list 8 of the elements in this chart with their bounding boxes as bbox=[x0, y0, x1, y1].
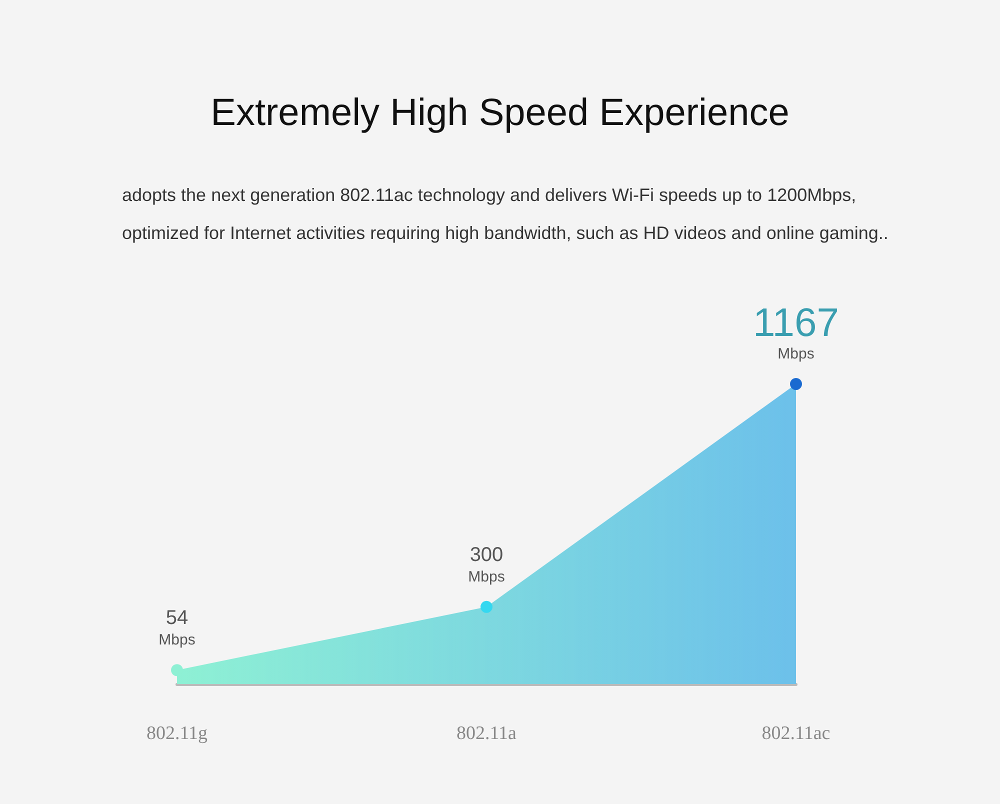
data-label: 54 Mbps bbox=[158, 607, 196, 649]
x-tick-label: 802.11a bbox=[456, 723, 518, 744]
chart-title: Extremely High Speed Experience bbox=[210, 92, 790, 135]
data-label: 300 Mbps bbox=[468, 544, 505, 586]
chart-subtitle: adopts the next generation 802.11ac technology and delivers Wi-Fi speeds up to 1200Mbps, optimized for Internet activities requiring high bandwidth, such as HD videos and online gaming.. bbox=[122, 184, 890, 245]
x-tick-label: 802.11g bbox=[146, 723, 208, 744]
data-label: 1167 Mbps bbox=[752, 301, 840, 362]
x-tick-label: 802.11ac bbox=[762, 723, 830, 744]
